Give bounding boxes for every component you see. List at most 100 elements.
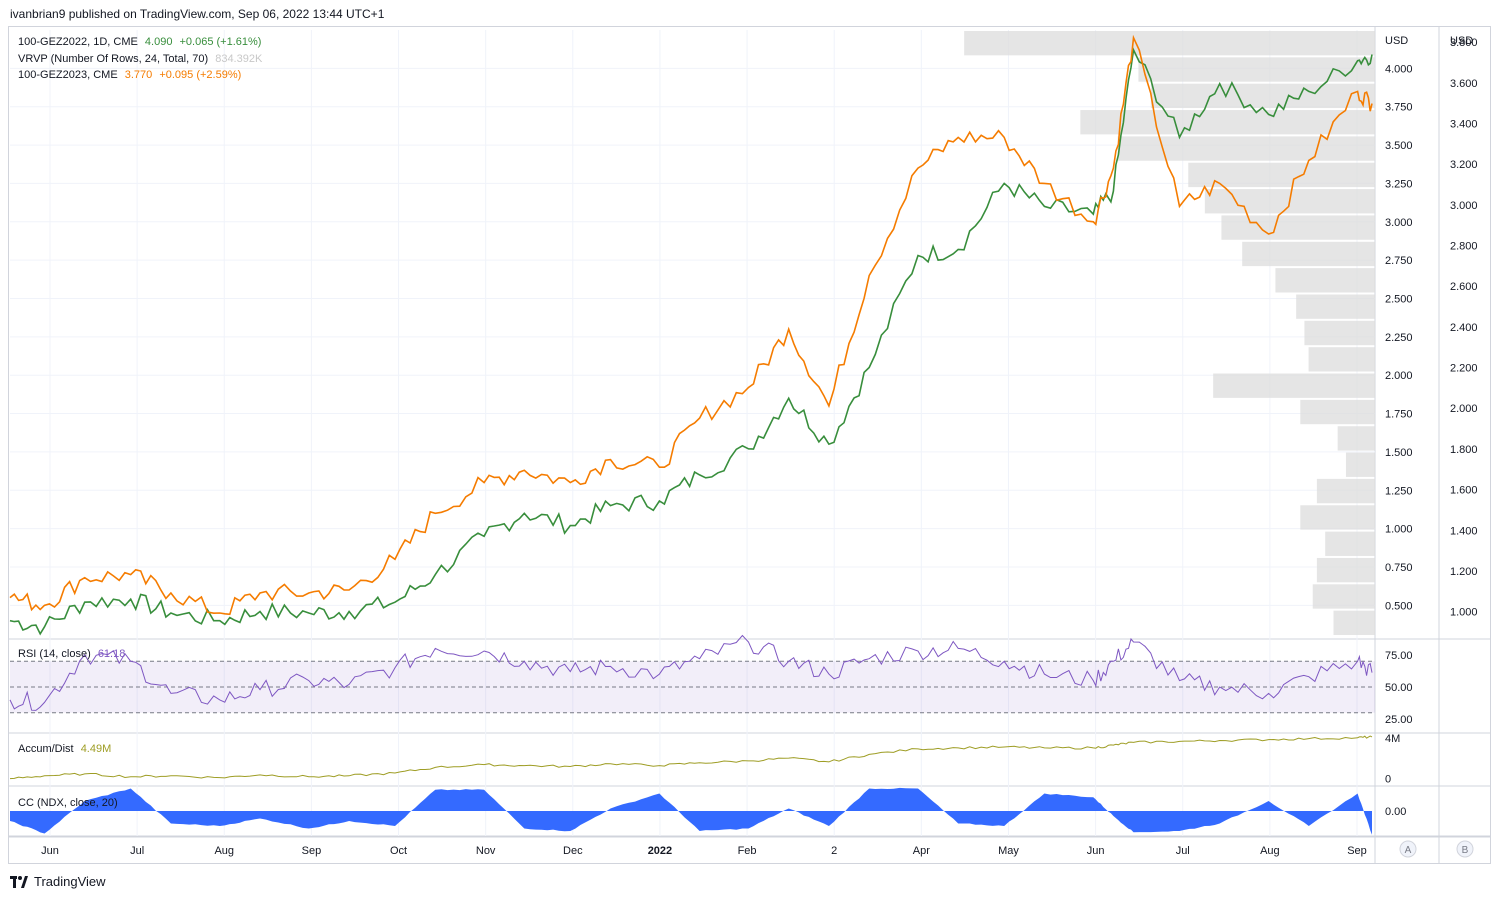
- time-axis-tick: Jun: [1087, 845, 1105, 857]
- vrvp-bar: [1345, 452, 1375, 477]
- left-axis-tick: 3.500: [1385, 140, 1413, 152]
- legend-s1-price: 4.090: [144, 36, 173, 48]
- tradingview-logo-icon: [10, 875, 28, 888]
- legend-s2-name: 100-GEZ2023, CME: [18, 69, 118, 81]
- legend-s1-change: +0.065 (+1.61%): [179, 36, 262, 48]
- vrvp-bar: [1316, 478, 1375, 504]
- vrvp-bar: [1304, 320, 1375, 346]
- ad-axis-tick: 4M: [1385, 733, 1400, 745]
- left-axis-tick: 0.500: [1385, 600, 1413, 612]
- time-axis-tick: 2: [831, 845, 837, 857]
- right-axis-tick: 2.600: [1450, 281, 1478, 293]
- cc-area: [10, 787, 1372, 835]
- left-axis-tick: 3.000: [1385, 217, 1413, 229]
- time-axis-tick: Jul: [1176, 845, 1190, 857]
- grid-lines: [8, 27, 1490, 863]
- time-axis-tick: Jun: [41, 845, 59, 857]
- right-axis-currency: USD: [1450, 35, 1473, 47]
- vrvp-bar: [1300, 399, 1375, 425]
- right-axis-tick: 3.200: [1450, 159, 1478, 171]
- vrvp-bar: [1333, 610, 1375, 635]
- right-axis-tick: 1.800: [1450, 444, 1478, 456]
- left-axis-tick: 1.250: [1385, 485, 1413, 497]
- volume-profile: [964, 31, 1375, 635]
- legend-vrvp-name: VRVP (Number Of Rows, 24, Total, 70): [18, 53, 209, 65]
- rsi-line: [9, 634, 1373, 711]
- right-axis-tick: 1.000: [1450, 607, 1478, 619]
- rsi-axis-tick: 75.00: [1385, 650, 1413, 662]
- scale-button-label: B: [1462, 845, 1469, 856]
- rsi-axis-tick: 50.00: [1385, 682, 1413, 694]
- legend-cc[interactable]: CC (NDX, close, 20): [18, 797, 122, 809]
- right-axis-tick: 3.600: [1450, 78, 1478, 90]
- legend-rsi[interactable]: RSI (14, close) 61.18: [18, 648, 129, 660]
- vrvp-bar: [1150, 83, 1375, 109]
- time-axis-tick: 2022: [648, 845, 672, 857]
- legend-vrvp[interactable]: VRVP (Number Of Rows, 24, Total, 70) 834…: [18, 53, 266, 65]
- right-axis-tick: 2.800: [1450, 241, 1478, 253]
- legend-cc-name: CC (NDX, close, 20): [18, 797, 118, 809]
- vrvp-bar: [1138, 57, 1375, 82]
- accum-dist-line: [9, 735, 1373, 780]
- legend-ad[interactable]: Accum/Dist 4.49M: [18, 743, 115, 755]
- right-axis-tick: 3.400: [1450, 119, 1478, 131]
- vrvp-bar: [1117, 136, 1375, 161]
- vrvp-bar: [1242, 241, 1375, 267]
- legend-vrvp-value: 834.392K: [215, 53, 263, 65]
- series-line-gez2022: [9, 47, 1373, 636]
- left-axis-tick: 2.750: [1385, 255, 1413, 267]
- time-axis-tick: May: [998, 845, 1019, 857]
- left-axis-tick: 3.750: [1385, 102, 1413, 114]
- vrvp-bar: [1325, 531, 1375, 556]
- legend-s1-name: 100-GEZ2022, 1D, CME: [18, 36, 138, 48]
- left-axis-tick: 2.000: [1385, 370, 1413, 382]
- price-series: [9, 34, 1373, 636]
- scale-button: [1399, 840, 1417, 858]
- scale-button: [1456, 840, 1474, 858]
- price-axes: 4.000 3.750 3.500 3.250 3.000 2.750 2.500 2.250…: [1385, 35, 1478, 858]
- vrvp-bar: [1296, 294, 1375, 319]
- vrvp-bar: [1312, 584, 1375, 609]
- legend-s2-price: 3.770: [124, 69, 153, 81]
- left-axis-tick: 2.500: [1385, 293, 1413, 305]
- vrvp-bar: [1316, 557, 1375, 583]
- time-axis-tick: Nov: [476, 845, 496, 857]
- right-axis-tick: 2.200: [1450, 363, 1478, 375]
- left-axis-currency: USD: [1385, 35, 1408, 47]
- vrvp-bar: [1080, 110, 1375, 135]
- left-axis-tick: 3.250: [1385, 178, 1413, 190]
- indicator-panes: [9, 634, 1375, 835]
- vrvp-bar: [964, 31, 1375, 56]
- left-axis-tick: 1.750: [1385, 409, 1413, 421]
- right-axis-tick: 1.600: [1450, 485, 1478, 497]
- legend-s2[interactable]: 100-GEZ2023, CME 3.770 +0.095 (+2.59%): [18, 69, 245, 81]
- right-axis-tick: 3.800: [1450, 37, 1478, 49]
- legend-s1[interactable]: 100-GEZ2022, 1D, CME 4.090 +0.065 (+1.61…: [18, 36, 265, 48]
- vrvp-bar: [1188, 162, 1375, 188]
- time-axis-tick: Sep: [302, 845, 322, 857]
- time-axis-tick: Jul: [130, 845, 144, 857]
- scale-button-label: A: [1405, 845, 1412, 856]
- tradingview-footer[interactable]: TradingView: [10, 874, 106, 889]
- time-axis-tick: Aug: [1260, 845, 1280, 857]
- time-axis-tick: Dec: [563, 845, 583, 857]
- left-axis-tick: 0.750: [1385, 562, 1413, 574]
- vrvp-bar: [1221, 215, 1375, 240]
- legend-s2-change: +0.095 (+2.59%): [159, 69, 242, 81]
- series-line-gez2023: [9, 34, 1373, 616]
- right-axis-tick: 2.400: [1450, 322, 1478, 334]
- tradingview-brand: TradingView: [34, 874, 106, 889]
- right-axis-tick: 1.400: [1450, 525, 1478, 537]
- legend-rsi-name: RSI (14, close): [18, 648, 91, 660]
- legend-ad-value: 4.49M: [80, 743, 112, 755]
- rsi-axis-tick: 25.00: [1385, 714, 1413, 726]
- vrvp-bar: [1300, 505, 1375, 530]
- right-axis-tick: 2.000: [1450, 403, 1478, 415]
- time-axis-tick: Feb: [738, 845, 757, 857]
- left-axis-tick: 2.250: [1385, 332, 1413, 344]
- cc-axis-tick: 0.00: [1385, 806, 1406, 818]
- time-axis-tick: Sep: [1347, 845, 1367, 857]
- time-axis-tick: Oct: [390, 845, 407, 857]
- ad-axis-tick: 0: [1385, 774, 1391, 786]
